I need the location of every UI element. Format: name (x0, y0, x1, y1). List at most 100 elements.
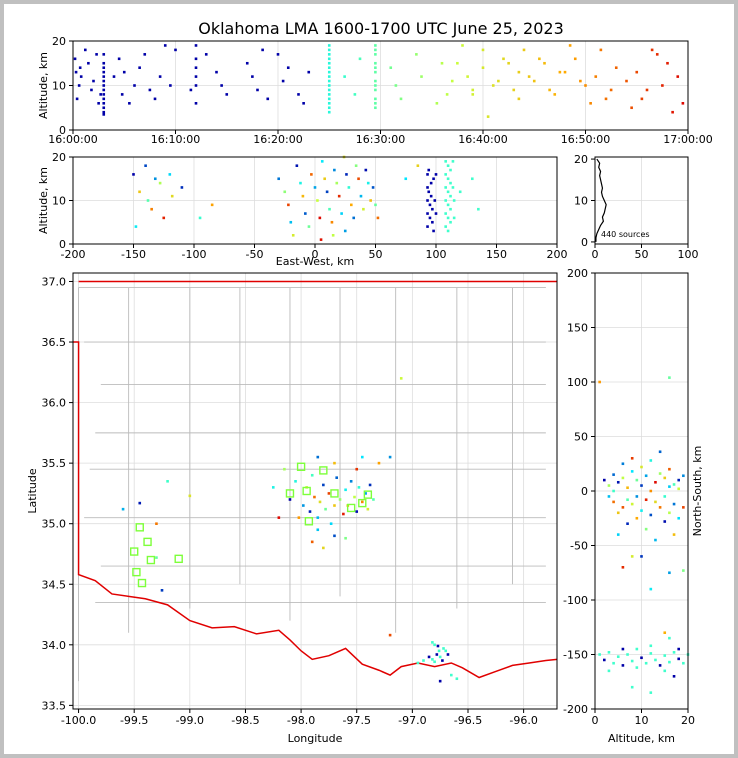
north-south-point (603, 478, 606, 482)
north-south-point (677, 478, 680, 482)
x-tick-label: 17:00:00 (663, 133, 712, 146)
time-height-point (99, 93, 102, 96)
east-west-point (431, 220, 434, 224)
plan-view-border (72, 272, 558, 710)
y-tick-label: 34.0 (42, 639, 67, 652)
east-west-point (364, 168, 368, 172)
time-height-point (194, 84, 198, 87)
north-south-point (672, 502, 676, 506)
plan-view-point (322, 483, 325, 487)
east-west-point (426, 225, 429, 228)
east-west-point (337, 194, 341, 198)
plan-view-point (455, 677, 459, 681)
y-tick-label: 34.5 (42, 578, 67, 591)
time-height-point (374, 106, 377, 110)
time-height-point (512, 88, 516, 92)
plan-view-point (342, 512, 345, 516)
east-west-point (376, 216, 380, 220)
plan-view-point (155, 556, 158, 559)
plan-view-point (438, 655, 442, 659)
time-height-point (256, 88, 259, 92)
east-west-point (307, 225, 311, 228)
plan-view-point (277, 516, 281, 519)
time-height-point (589, 102, 592, 105)
y-tick-label: 35.0 (42, 518, 67, 531)
north-south-point (621, 476, 625, 480)
north-south-point (616, 533, 620, 536)
histogram-line (595, 158, 607, 242)
time-height-point (522, 48, 526, 52)
time-height-point (374, 44, 377, 47)
time-height-point (353, 93, 357, 96)
north-south-point (626, 498, 629, 502)
plan-view-point (316, 455, 320, 459)
east-west-point (362, 207, 365, 211)
x-axis-label: Longitude (288, 732, 343, 745)
y-tick-label: 100 (567, 376, 588, 389)
north-south-point (682, 661, 685, 665)
lma-station-marker (304, 517, 314, 526)
y-tick-label: 10 (574, 195, 588, 208)
time-height-point (517, 97, 521, 101)
north-south-point (654, 480, 657, 484)
y-tick-label: -100 (563, 594, 588, 607)
time-height-point (251, 75, 254, 78)
east-west-point (150, 207, 153, 211)
y-tick-label: 37.0 (42, 275, 67, 288)
north-south-point (630, 470, 634, 473)
plan-view-point (366, 507, 370, 511)
time-height-point (97, 102, 100, 105)
north-south-point (607, 669, 611, 673)
x-tick-label: 16:40:00 (458, 133, 507, 146)
y-tick-label: 50 (574, 431, 588, 444)
east-west-point (299, 181, 302, 185)
north-south-point (668, 376, 671, 379)
time-height-point (676, 75, 680, 78)
north-south-point (626, 486, 629, 490)
plan-view-point (324, 507, 327, 511)
east-west-point (426, 212, 429, 215)
north-south-point (649, 489, 653, 493)
time-height-point (327, 57, 331, 61)
east-west-point (347, 186, 351, 189)
time-height-point (75, 97, 79, 101)
east-west-point (345, 173, 348, 176)
north-south-point (630, 555, 634, 558)
east-west-point (144, 164, 147, 167)
east-west-point (168, 173, 172, 176)
plan-view-point (288, 498, 292, 501)
plan-view-point (388, 455, 392, 459)
north-south-point (658, 450, 662, 454)
east-west-point (132, 173, 135, 176)
x-tick-label: -98.0 (287, 714, 315, 727)
east-west-point (446, 190, 450, 194)
plan-view-point (360, 455, 364, 459)
time-height-point (84, 48, 87, 52)
north-south-point (663, 631, 667, 634)
plan-view-point (294, 480, 297, 483)
east-west-point (371, 186, 375, 189)
north-south-point (654, 500, 657, 504)
time-height-point (553, 93, 557, 96)
north-south-point (649, 459, 653, 462)
x-tick-label: -99.0 (176, 714, 204, 727)
east-west-point (446, 216, 450, 220)
east-west-point (451, 186, 455, 189)
time-height-point (625, 79, 628, 83)
east-west-point (434, 173, 438, 176)
north-south-point (621, 664, 625, 667)
time-height-point (584, 84, 587, 87)
east-west-point (316, 199, 319, 202)
plan-view-point (283, 467, 286, 471)
east-west-point (153, 177, 157, 181)
time-height-point (117, 57, 121, 61)
east-west-point (452, 199, 456, 202)
north-south-point (612, 489, 615, 493)
y-tick-label: 35.5 (42, 457, 67, 470)
east-west-point (340, 212, 343, 215)
time-height-point (579, 79, 582, 83)
north-south-point (682, 569, 685, 572)
time-height-point (374, 97, 377, 101)
east-west-point (291, 234, 295, 237)
north-south-point (616, 480, 620, 484)
